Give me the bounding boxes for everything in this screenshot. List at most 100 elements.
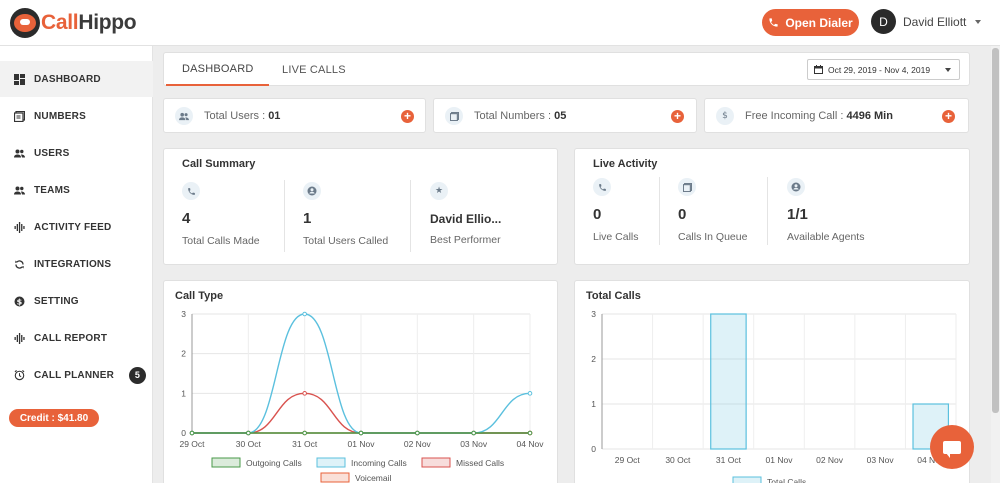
total-calls-chart: 0 1 2 3 29 Oct 30 Oct 31 Oct 01 Nov 02 Nov 03 Nov… (591, 309, 957, 483)
total-users-label: Total Users : (204, 110, 269, 122)
tab-dashboard[interactable]: DASHBOARD (166, 53, 270, 86)
tab-live-calls[interactable]: LIVE CALLS (282, 63, 346, 76)
call-type-title: Call Type (175, 290, 224, 302)
integrations-icon (14, 259, 25, 270)
chat-button[interactable] (930, 425, 974, 469)
credit-badge[interactable]: Credit : $41.80 (9, 409, 99, 427)
sidebar-item-setting[interactable]: $ SETTING (0, 283, 153, 319)
legend-swatch (732, 476, 762, 483)
legend-swatch (421, 457, 451, 468)
sidebar-item-label: ACTIVITY FEED (34, 221, 112, 233)
phone-in-talk-icon (593, 178, 611, 196)
teams-icon (14, 185, 25, 196)
x-tick-label: 03 Nov (867, 455, 895, 465)
open-dialer-label: Open Dialer (785, 15, 853, 30)
user-circle-icon (787, 178, 805, 196)
data-point (246, 430, 251, 436)
x-tick-label: 29 Oct (615, 455, 641, 465)
sidebar-item-label: SETTING (34, 295, 79, 307)
date-range-text: Oct 29, 2019 - Nov 4, 2019 (828, 64, 931, 75)
total-users-value: 01 (268, 110, 281, 122)
avatar: D (871, 9, 896, 34)
total-users-called-label: Total Users Called (303, 235, 389, 247)
live-activity-card: Live Activity 0 Live Calls 0 Calls In Qu… (574, 148, 970, 265)
brand-part-1: Call (41, 11, 79, 34)
sidebar-item-numbers[interactable]: NUMBERS (0, 98, 153, 134)
data-point (471, 430, 476, 436)
call-summary-title: Call Summary (182, 158, 256, 170)
hippo-logo-icon (10, 8, 40, 38)
live-activity-title: Live Activity (593, 158, 658, 170)
free-incoming-text: Free Incoming Call : 4496 Min (745, 110, 893, 122)
calls-in-queue: 0 Calls In Queue (678, 178, 747, 243)
x-tick-label: 31 Oct (716, 455, 742, 465)
y-tick-label: 1 (181, 388, 186, 398)
add-user-button[interactable]: + (401, 110, 414, 123)
live-calls-value: 0 (593, 206, 602, 223)
x-tick-label: 31 Oct (292, 439, 318, 449)
data-point (302, 430, 307, 436)
callhippo-logo[interactable]: CallHippo (10, 7, 137, 39)
best-performer: ★ David Ellio... Best Performer (430, 182, 501, 246)
sidebar-item-label: TEAMS (34, 184, 70, 196)
brand-part-2: Hippo (78, 11, 137, 34)
data-point (415, 430, 420, 436)
available-agents: 1/1 Available Agents (787, 178, 864, 243)
x-tick-label: 04 Nov (917, 455, 945, 465)
y-tick-label: 2 (181, 349, 186, 359)
open-dialer-button[interactable]: Open Dialer (762, 9, 859, 36)
sidebar-item-activity-feed[interactable]: ACTIVITY FEED (0, 209, 153, 245)
live-calls: 0 Live Calls (593, 178, 639, 243)
x-tick-label: 29 Oct (179, 439, 205, 449)
total-calls-made: 4 Total Calls Made (182, 182, 260, 247)
sidebar-item-label: NUMBERS (34, 110, 86, 122)
sidebar-item-dashboard[interactable]: DASHBOARD (0, 61, 153, 97)
y-tick-label: 0 (591, 444, 596, 454)
legend-swatch (320, 472, 350, 483)
activity-icon (14, 221, 25, 233)
total-users-card: Total Users : 01 + (163, 98, 426, 133)
y-tick-label: 0 (181, 428, 186, 438)
data-point (527, 430, 533, 436)
scrollbar-thumb[interactable] (992, 48, 999, 413)
data-point (358, 430, 364, 436)
calls-in-queue-value: 0 (678, 206, 687, 223)
legend-swatch (211, 457, 241, 468)
sidebar-item-label: DASHBOARD (34, 73, 101, 85)
total-calls-chart-card: Total Calls 0 1 2 3 29 Oct 30 Oct 31 Oct 01 Nov… (574, 280, 970, 483)
divider (284, 180, 285, 252)
free-incoming-call-card: $ Free Incoming Call : 4496 Min + (704, 98, 969, 133)
legend-label: Voicemail (355, 473, 391, 483)
x-tick-label: 30 Oct (236, 439, 262, 449)
sidebar-item-users[interactable]: USERS (0, 135, 153, 171)
legend-label: Total Calls (767, 477, 806, 483)
sidebar-item-call-report[interactable]: CALL REPORT (0, 320, 153, 356)
sidebar-item-teams[interactable]: TEAMS (0, 172, 153, 208)
total-numbers-value: 05 (554, 110, 567, 122)
call-summary-card: Call Summary 4 Total Calls Made 1 Total … (163, 148, 558, 265)
calendar-icon (814, 65, 823, 74)
sidebar-item-call-planner[interactable]: CALL PLANNER 5 (0, 357, 153, 393)
total-users-called-value: 1 (303, 210, 312, 227)
x-tick-label: 01 Nov (348, 439, 376, 449)
total-calls-made-label: Total Calls Made (182, 235, 260, 247)
date-range-picker[interactable]: Oct 29, 2019 - Nov 4, 2019 (807, 59, 960, 80)
total-users-called: 1 Total Users Called (303, 182, 388, 247)
report-icon (14, 332, 25, 344)
clock-icon (14, 369, 25, 381)
divider (659, 177, 660, 245)
divider (410, 180, 411, 252)
sidebar-item-integrations[interactable]: INTEGRATIONS (0, 246, 153, 282)
users-icon (14, 148, 25, 159)
add-number-button[interactable]: + (671, 110, 684, 123)
call-type-chart-card: Call Type 0 1 2 3 29 Oct 30 Oct 31 Oct 01 Nov 02… (163, 280, 558, 483)
chat-bubble-icon (943, 440, 961, 458)
add-credit-button[interactable]: + (942, 110, 955, 123)
sidebar: DASHBOARD NUMBERS USERS TEAMS ACTIVITY F… (0, 46, 153, 483)
x-tick-label: 02 Nov (404, 439, 432, 449)
page-scrollbar[interactable] (991, 46, 1000, 483)
live-calls-label: Live Calls (593, 231, 639, 243)
bar (710, 313, 747, 450)
user-menu[interactable]: D David Elliott (871, 9, 982, 34)
dashboard-icon (14, 73, 25, 85)
